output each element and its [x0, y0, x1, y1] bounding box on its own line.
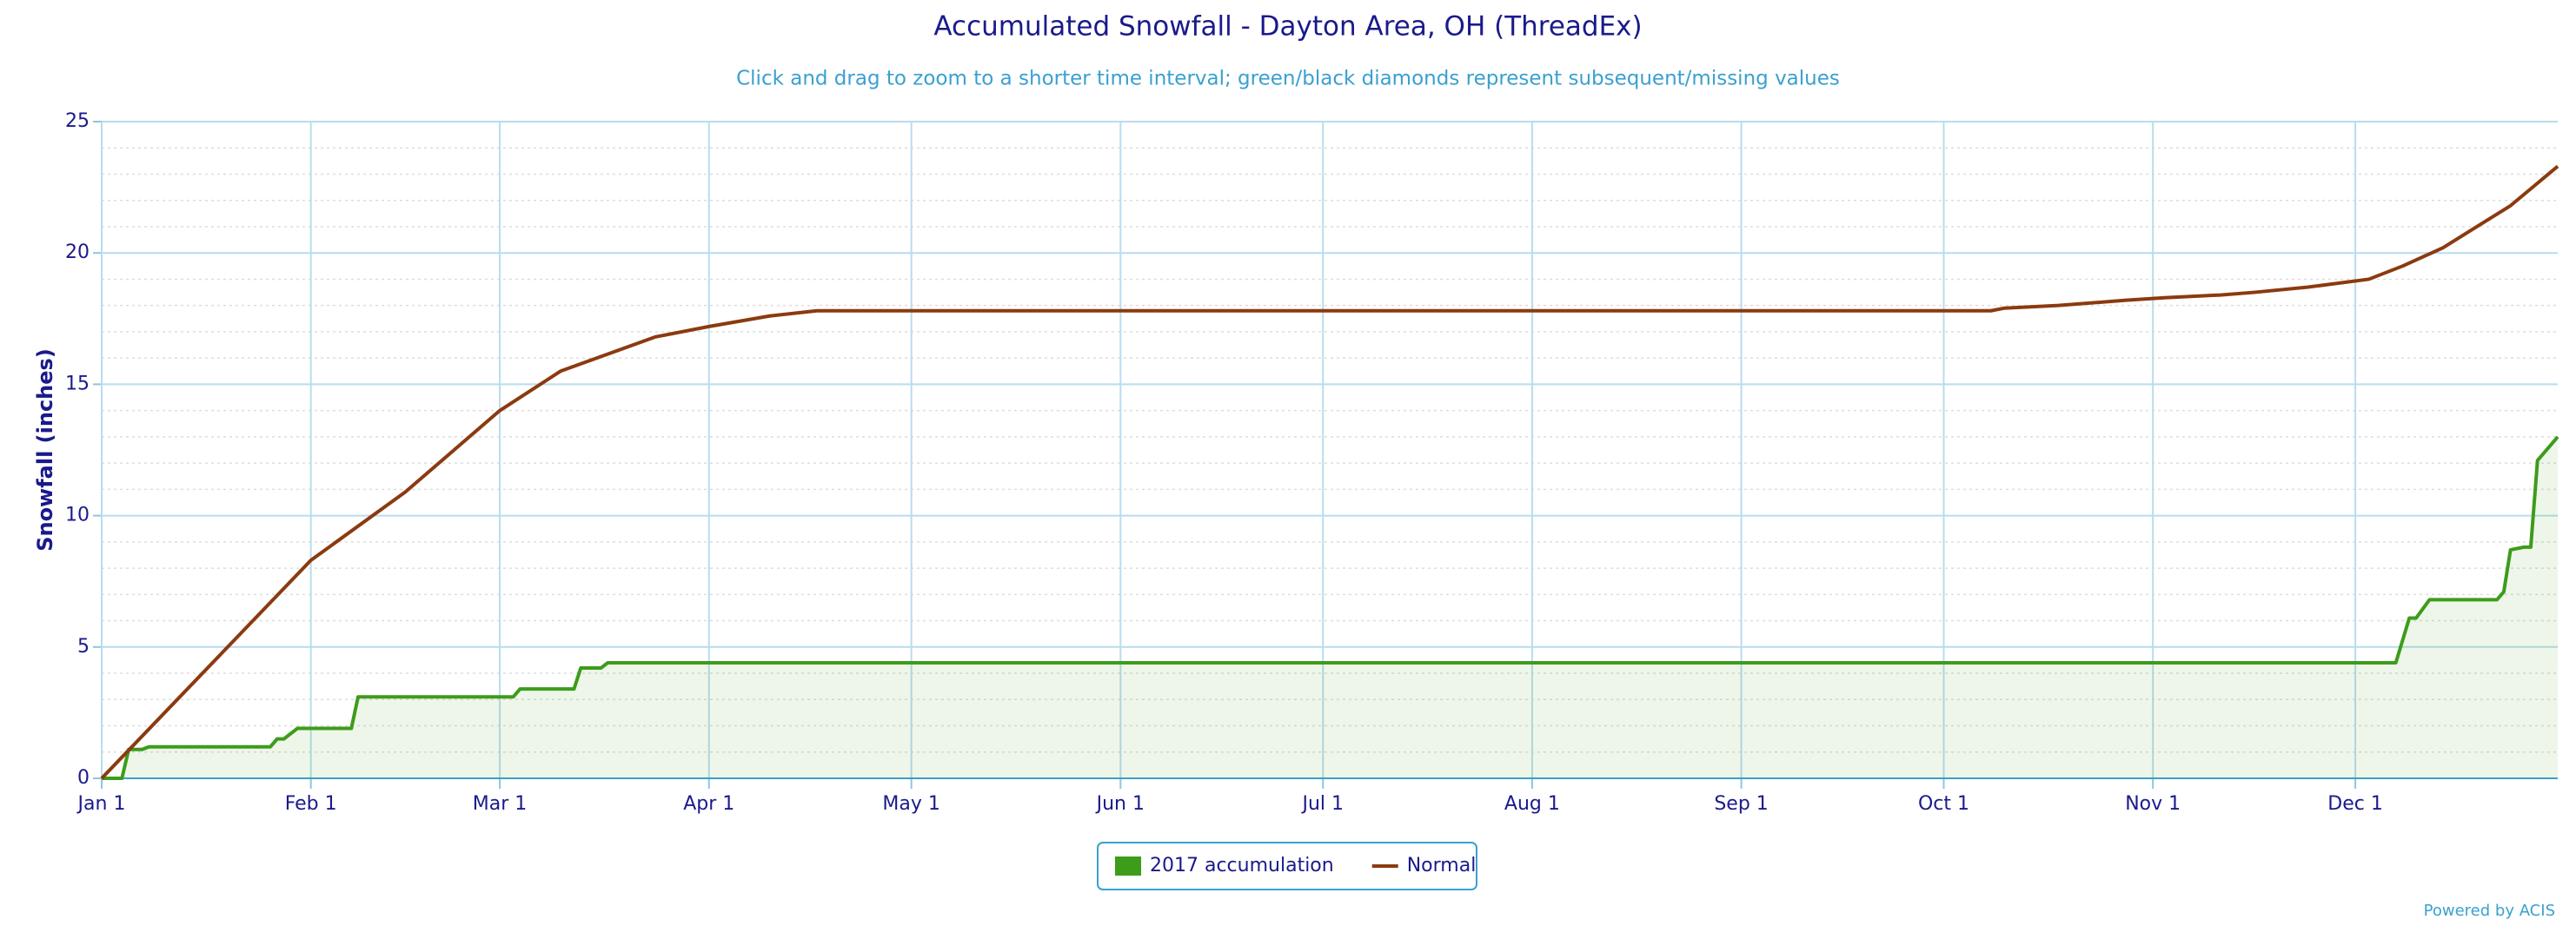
series-line [100, 164, 2559, 780]
y-tick-label: 15 [65, 373, 90, 394]
y-tick-label: 25 [65, 110, 90, 132]
chart-title: Accumulated Snowfall - Dayton Area, OH (… [933, 11, 1642, 43]
y-tick-label: 20 [65, 241, 90, 263]
x-tick-label: Sep 1 [1714, 793, 1768, 815]
legend-box [1097, 842, 1477, 890]
legend-swatch [1115, 857, 1141, 876]
series-line [102, 435, 2559, 780]
x-tick-label: May 1 [882, 793, 939, 815]
area-fill [102, 436, 2558, 778]
chart-subtitle: Click and drag to zoom to a shorter time… [736, 68, 1840, 90]
x-tick-label: Mar 1 [473, 793, 528, 815]
legend-label[interactable]: 2017 accumulation [1150, 855, 1334, 876]
legend-label[interactable]: Normal [1407, 855, 1477, 876]
x-tick-label: Jan 1 [76, 793, 126, 815]
y-axis-label: Snowfall (inches) [33, 348, 57, 552]
x-tick-label: Jun 1 [1095, 793, 1145, 815]
x-tick-label: Aug 1 [1504, 793, 1560, 815]
y-tick-label: 0 [77, 767, 90, 789]
x-tick-label: Nov 1 [2125, 793, 2181, 815]
credit: Powered by ACIS [2424, 902, 2555, 920]
y-tick-label: 5 [77, 636, 90, 658]
x-tick-label: Dec 1 [2327, 793, 2383, 815]
x-tick-label: Feb 1 [285, 793, 337, 815]
y-tick-label: 10 [65, 505, 90, 526]
x-tick-label: Jul 1 [1300, 793, 1344, 815]
x-tick-label: Oct 1 [1918, 793, 1969, 815]
x-tick-label: Apr 1 [683, 793, 734, 815]
